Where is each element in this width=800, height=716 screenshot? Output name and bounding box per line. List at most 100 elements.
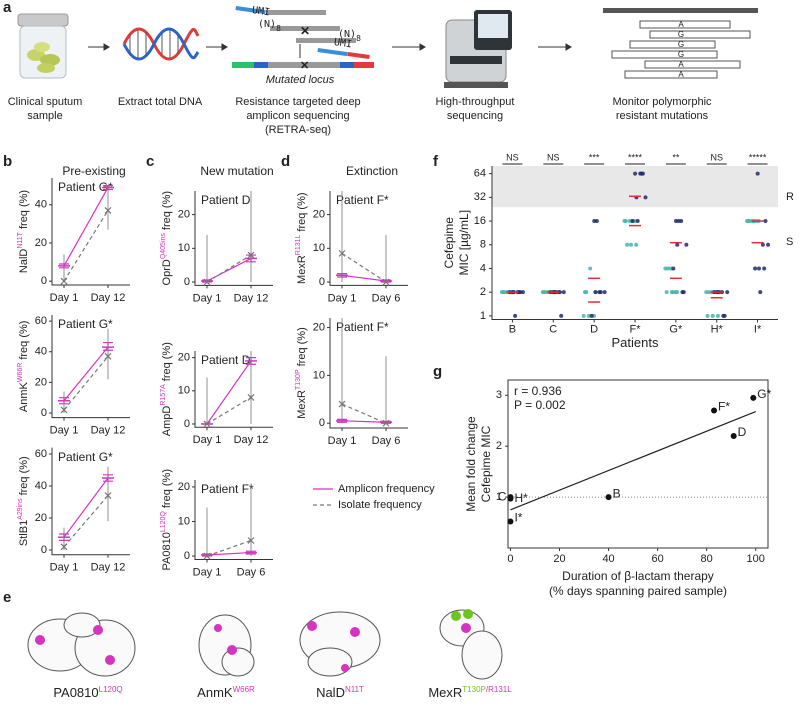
mic-point [602, 290, 607, 295]
mic-point [557, 290, 562, 295]
sputum-jar [17, 13, 69, 79]
axis [329, 318, 408, 429]
mutation: Q405ins [160, 233, 167, 260]
series-line [63, 210, 109, 282]
mic-point [586, 313, 591, 318]
structure-mutation: / [486, 685, 489, 694]
y-tick-label: 40 [35, 199, 47, 211]
point-label: C [498, 489, 507, 503]
read-base: A [678, 60, 684, 69]
read-base: A [678, 70, 684, 79]
series-line [63, 187, 109, 267]
mic-point [593, 290, 598, 295]
point-label: I* [514, 511, 522, 525]
annotation: Patient F* [336, 193, 389, 207]
x-tick-label: Day 12 [234, 292, 269, 304]
point-label: F* [718, 400, 730, 414]
read-base: A [678, 20, 684, 29]
region-label: S [786, 236, 793, 248]
y-tick-label: 20 [313, 321, 325, 333]
mic-point [760, 242, 765, 247]
mic-point [589, 313, 594, 318]
significance: **** [628, 152, 643, 162]
y-axis-label: PA0810L120Q freq (%) [160, 469, 173, 570]
y-tick-label: 0 [41, 407, 47, 419]
y-tick-label: 10 [313, 242, 325, 254]
x-tick-label: Day 1 [50, 292, 79, 304]
mic-point [766, 242, 771, 247]
step-label: Resistance targeted deep [235, 96, 360, 108]
mutation: L120Q [160, 511, 167, 533]
mic-point [763, 219, 768, 224]
axis [329, 191, 408, 286]
stat-annotation: r = 0.936 [514, 384, 562, 398]
y-tick-label: 0 [41, 275, 47, 287]
y-axis-label: Cefepime MIC [479, 425, 493, 502]
mic-point [755, 171, 760, 176]
y-tick-label: 20 [178, 352, 190, 364]
suffix: freq (%) [296, 327, 308, 366]
mic-point [635, 219, 640, 224]
series-line [206, 539, 252, 557]
panel-letter: a [3, 0, 12, 16]
point-marker [382, 278, 390, 286]
mic-point [671, 266, 676, 271]
panel-title: Extinction [346, 164, 398, 178]
point-marker [203, 552, 211, 560]
read-base: G [678, 40, 684, 49]
y-tick-label: 1 [480, 310, 486, 322]
y-tick-label: 20 [178, 209, 190, 221]
random-label: (N)8 [258, 19, 281, 33]
step-label: sequencing [447, 110, 503, 122]
series-line [206, 551, 252, 556]
fit-line [510, 411, 756, 511]
annotation: Patient G* [58, 317, 113, 331]
x-tick-label: F* [630, 323, 642, 335]
significance: ***** [749, 152, 767, 162]
mic-point [623, 219, 628, 224]
mic-point [725, 290, 730, 295]
panel-title: New mutation [200, 164, 273, 178]
y-axis-label: Cefepime [442, 217, 456, 269]
significance: NS [710, 152, 723, 162]
umi-label: UMI [251, 5, 270, 18]
gene: StlB1 [18, 520, 30, 546]
point-label: B [613, 486, 621, 500]
mic-point [543, 290, 548, 295]
point-label: D [738, 425, 747, 439]
y-tick-label: 0 [184, 418, 190, 430]
x-tick-label: 80 [701, 553, 713, 565]
region-label: R [786, 191, 794, 203]
y-tick-label: 4 [480, 262, 486, 274]
step-label: amplicon sequencing [246, 110, 349, 122]
point-marker [203, 278, 211, 286]
y-tick-label: 0 [184, 276, 190, 288]
mutation-x: ✕ [300, 24, 310, 38]
mic-point [513, 313, 518, 318]
mic-point [710, 313, 715, 318]
mutation: T130P [295, 369, 302, 390]
mic-point [747, 219, 752, 224]
mic-point [706, 290, 711, 295]
y-tick-label: 10 [313, 369, 325, 381]
step-label: (RETRA-seq) [265, 124, 331, 136]
annotation: Patient G* [58, 450, 113, 464]
x-tick-label: Day 12 [91, 562, 126, 574]
panel-letter: e [3, 589, 11, 606]
umi-label: UMI [333, 37, 352, 50]
point [605, 494, 612, 501]
x-tick-label: Day 1 [193, 292, 222, 304]
gene: AmpD [161, 406, 173, 437]
mutation: W66R [17, 363, 24, 382]
y-tick-label: 1 [496, 491, 502, 503]
structure-label: PA0810L120Q [53, 685, 122, 701]
point-label: G* [757, 387, 771, 401]
mic-point [643, 195, 648, 200]
point [507, 518, 514, 525]
mic-point [629, 242, 633, 247]
y-tick-label: 0 [184, 550, 190, 562]
workflow-arrows [88, 43, 572, 51]
x-tick-label: G* [669, 323, 683, 335]
point-marker [247, 537, 255, 544]
point [507, 495, 514, 502]
